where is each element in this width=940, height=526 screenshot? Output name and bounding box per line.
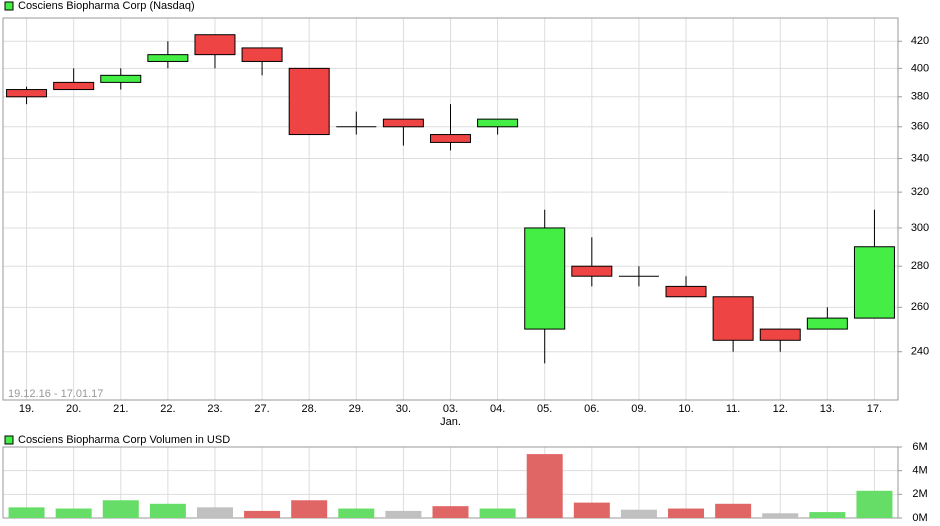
candle-body bbox=[288, 67, 330, 136]
y-tick-label: 260 bbox=[911, 301, 929, 313]
chart-title: Cosciens Biopharma Corp (Nasdaq) bbox=[18, 0, 195, 12]
y-tick-label: 340 bbox=[911, 152, 929, 164]
candle-body bbox=[806, 317, 848, 330]
y-tick-label: 420 bbox=[911, 35, 929, 47]
legend-swatch bbox=[4, 435, 14, 445]
price-frame bbox=[2, 17, 899, 401]
x-tick-label: 04. bbox=[490, 403, 505, 415]
volume-bar bbox=[244, 510, 281, 518]
x-tick-label: 06. bbox=[584, 403, 599, 415]
volume-bar bbox=[762, 513, 799, 518]
candle-body bbox=[571, 265, 613, 277]
y-tick-label: 280 bbox=[911, 260, 929, 272]
volume-bar bbox=[573, 502, 610, 518]
volume-bar bbox=[668, 508, 705, 518]
y-tick-label: 2M bbox=[912, 488, 927, 500]
candle-body bbox=[665, 285, 707, 298]
candle-body bbox=[430, 134, 471, 143]
volume-bar bbox=[385, 510, 422, 518]
volume-bar bbox=[856, 490, 893, 518]
candle-body bbox=[382, 118, 424, 128]
volume-bar bbox=[620, 509, 657, 518]
x-tick-label: 10. bbox=[678, 403, 693, 415]
candle-body bbox=[147, 54, 189, 62]
candle-body bbox=[712, 296, 754, 341]
volume-bar bbox=[102, 500, 139, 518]
y-tick-label: 380 bbox=[911, 91, 929, 103]
candle-body bbox=[53, 81, 95, 91]
legend-swatch bbox=[4, 1, 14, 11]
volume-bar bbox=[8, 507, 45, 518]
volume-bar bbox=[479, 508, 516, 518]
x-tick-label: 11. bbox=[726, 403, 740, 415]
x-tick-label: 27. bbox=[254, 403, 269, 415]
x-tick-label: 19. bbox=[19, 403, 34, 415]
x-tick-label: 05. bbox=[537, 403, 552, 415]
chart-title: Cosciens Biopharma Corp Volumen in USD bbox=[18, 434, 230, 446]
x-tick-label: 12. bbox=[773, 403, 788, 415]
y-tick-label: 300 bbox=[911, 222, 929, 234]
volume-bar bbox=[55, 508, 92, 518]
volume-bar bbox=[338, 508, 375, 518]
y-tick-label: 6M bbox=[912, 441, 927, 453]
volume-bar bbox=[715, 503, 752, 518]
candle-body bbox=[853, 246, 895, 319]
x-tick-label: 22. bbox=[160, 403, 175, 415]
volume-bar bbox=[149, 503, 186, 518]
x-tick-label: 29. bbox=[349, 403, 364, 415]
candle-body bbox=[524, 227, 566, 330]
x-tick-label: 13. bbox=[820, 403, 835, 415]
period-label: 19.12.16 - 17.01.17 bbox=[8, 388, 103, 400]
volume-bar bbox=[526, 454, 563, 518]
y-tick-label: 400 bbox=[911, 62, 929, 74]
candle-body bbox=[241, 47, 283, 62]
candle-body bbox=[194, 34, 236, 56]
volume-bar bbox=[809, 512, 846, 518]
x-tick-label: 30. bbox=[396, 403, 411, 415]
candle-body bbox=[6, 89, 48, 98]
x-tick-label: 09. bbox=[631, 403, 646, 415]
x-tick-label: 28. bbox=[302, 403, 317, 415]
month-label: Jan. bbox=[440, 416, 461, 428]
y-tick-label: 4M bbox=[912, 465, 927, 477]
candle-body bbox=[100, 74, 142, 83]
x-tick-label: 23. bbox=[207, 403, 222, 415]
y-tick-label: 360 bbox=[911, 121, 929, 133]
y-tick-label: 0M bbox=[912, 512, 927, 524]
volume-bar bbox=[291, 500, 328, 518]
x-tick-label: 20. bbox=[66, 403, 81, 415]
y-tick-label: 240 bbox=[911, 346, 929, 358]
x-tick-label: 17. bbox=[867, 403, 882, 415]
candle-body bbox=[759, 328, 801, 341]
volume-bar bbox=[432, 506, 469, 518]
y-tick-label: 320 bbox=[911, 186, 929, 198]
volume-bar bbox=[196, 507, 233, 518]
x-tick-label: 03. bbox=[443, 403, 458, 415]
x-tick-label: 21. bbox=[113, 403, 128, 415]
candle-body bbox=[477, 118, 519, 128]
